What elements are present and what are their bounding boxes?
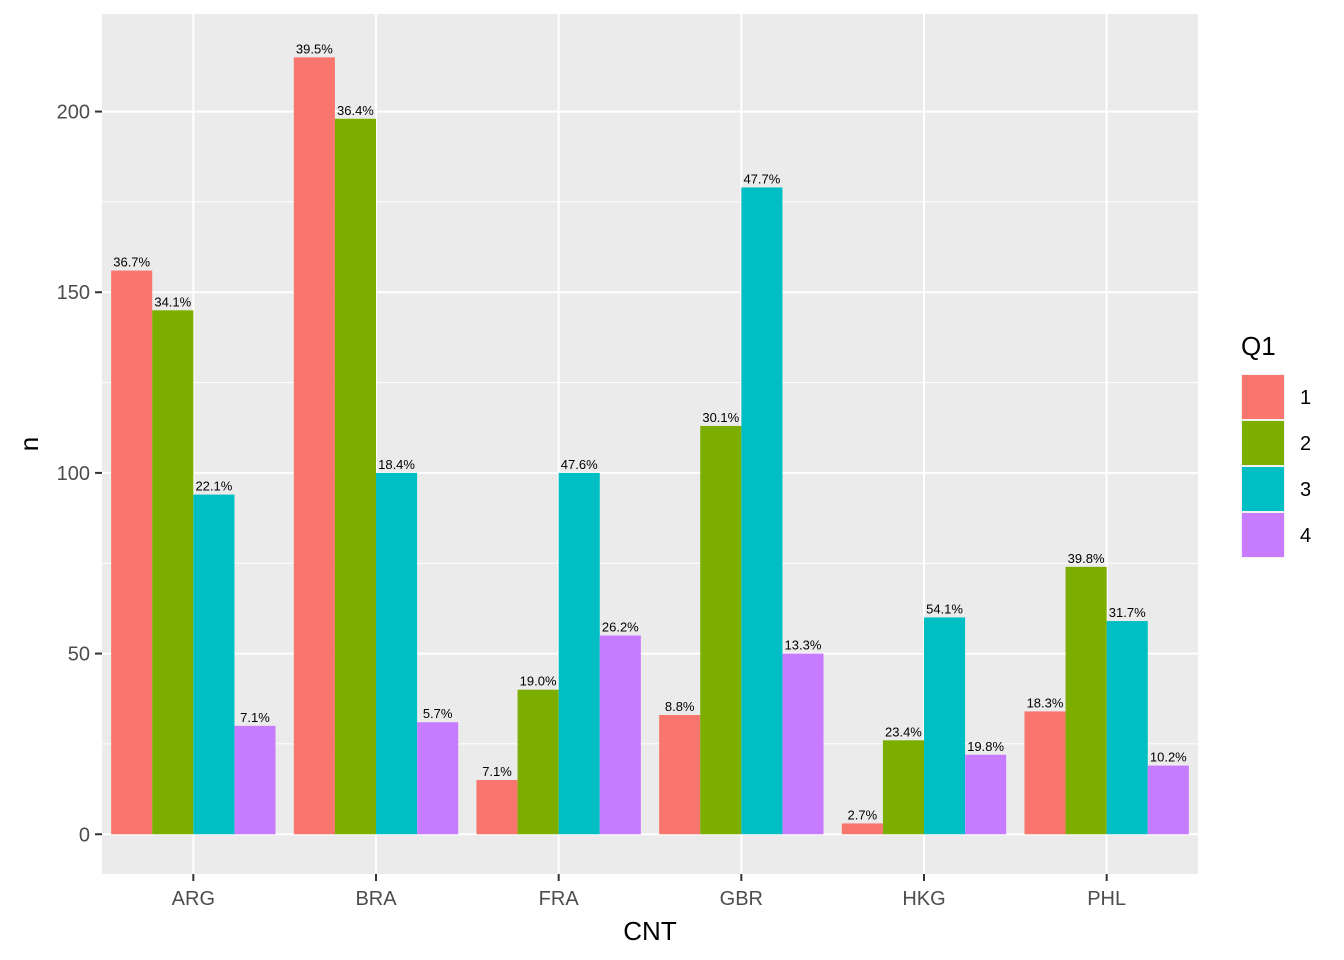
bar-arg-q3 [193, 494, 235, 835]
legend-label: 4 [1300, 525, 1311, 547]
legend-key-swatch [1242, 421, 1284, 465]
bar-data-label: 10.2% [1150, 750, 1187, 765]
bar-gbr-q1 [659, 715, 701, 835]
bar-arg-q1 [111, 270, 153, 835]
y-tick-label: 50 [68, 644, 90, 666]
y-axis-title: n [14, 437, 44, 451]
bar-data-label: 22.1% [195, 479, 232, 494]
bars [111, 57, 1189, 835]
bar-data-label: 36.7% [113, 255, 150, 270]
bar-bra-q4 [417, 722, 459, 835]
y-tick-label: 200 [57, 102, 90, 124]
bar-data-label: 5.7% [423, 706, 453, 721]
grid-minor [102, 201, 1198, 745]
plot-panel [102, 14, 1198, 874]
bar-gbr-q2 [700, 425, 742, 835]
bar-data-label: 7.1% [482, 764, 512, 779]
bar-gbr-q4 [782, 653, 824, 835]
x-axis-title: CNT [623, 916, 677, 946]
x-tick-label: GBR [720, 888, 763, 910]
y-axis: 0 50 100 150 200 [57, 102, 102, 846]
bar-phl-q1 [1024, 711, 1066, 835]
bar-hkg-q4 [965, 754, 1007, 835]
bar-data-label: 54.1% [926, 601, 963, 616]
y-tick-label: 100 [57, 463, 90, 485]
bar-bra-q2 [334, 118, 376, 835]
bar-hkg-q2 [882, 740, 924, 835]
legend-key-swatch [1242, 513, 1284, 557]
bar-hkg-q1 [841, 823, 883, 835]
legend-key-swatch [1242, 467, 1284, 511]
bar-fra-q2 [517, 689, 559, 835]
bar-gbr-q3 [741, 187, 783, 835]
legend: Q1 1 2 3 4 [1241, 331, 1311, 558]
bar-hkg-q3 [924, 617, 966, 835]
bar-data-label: 18.3% [1027, 695, 1064, 710]
bar-data-label: 47.6% [561, 457, 598, 472]
bar-data-label: 31.7% [1109, 605, 1146, 620]
bar-arg-q4 [234, 725, 276, 835]
bar-data-label: 39.8% [1068, 551, 1105, 566]
legend-label: 1 [1300, 387, 1311, 409]
bar-data-label: 2.7% [848, 807, 878, 822]
bar-fra-q4 [599, 635, 641, 835]
bar-labels: 36.7% 34.1% 22.1% 7.1% 39.5% 36.4% 18.4% 5.7% 7.… [113, 41, 1187, 822]
bar-data-label: 8.8% [665, 699, 695, 714]
y-tick-label: 150 [57, 282, 90, 304]
bar-data-label: 19.0% [520, 674, 557, 689]
bar-fra-q3 [558, 472, 600, 835]
x-axis: ARG BRA FRA GBR HKG PHL [172, 874, 1126, 910]
legend-title: Q1 [1241, 331, 1276, 361]
x-tick-label: FRA [539, 888, 580, 910]
legend-label: 3 [1300, 479, 1311, 501]
bar-phl-q2 [1065, 566, 1107, 835]
bar-data-label: 18.4% [378, 457, 415, 472]
bar-data-label: 23.4% [885, 724, 922, 739]
bar-data-label: 30.1% [702, 410, 739, 425]
x-tick-label: HKG [902, 888, 945, 910]
bar-data-label: 13.3% [785, 638, 822, 653]
x-tick-label: PHL [1087, 888, 1126, 910]
bar-arg-q2 [152, 310, 194, 835]
legend-key-swatch [1242, 375, 1284, 419]
x-tick-label: ARG [172, 888, 215, 910]
y-tick-label: 0 [79, 824, 90, 846]
bar-data-label: 7.1% [240, 710, 270, 725]
bar-data-label: 47.7% [743, 171, 780, 186]
bar-bra-q1 [293, 57, 335, 835]
bar-data-label: 39.5% [296, 41, 333, 56]
bar-data-label: 26.2% [602, 620, 639, 635]
bar-phl-q4 [1147, 765, 1189, 835]
bar-fra-q1 [476, 780, 518, 835]
bar-data-label: 34.1% [154, 294, 191, 309]
bar-data-label: 19.8% [967, 739, 1004, 754]
bar-data-label: 36.4% [337, 103, 374, 118]
legend-label: 2 [1300, 433, 1311, 455]
x-tick-label: BRA [355, 888, 397, 910]
bar-bra-q3 [376, 472, 418, 835]
bar-phl-q3 [1106, 621, 1148, 835]
